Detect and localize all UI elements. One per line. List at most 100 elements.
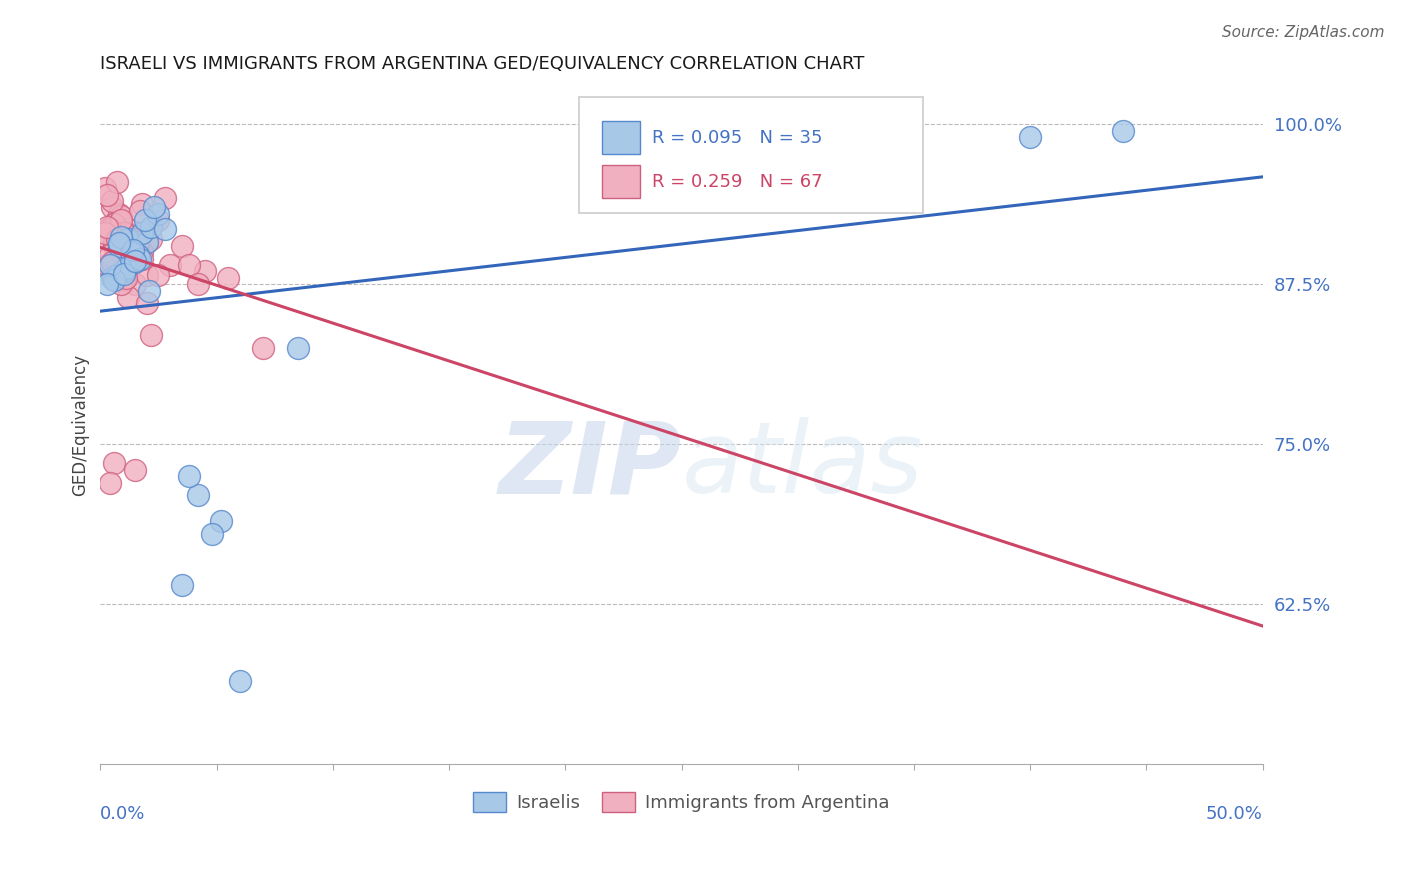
Point: [110, 277, 132, 292]
Point: [98, 222, 121, 236]
Point: [110, 213, 132, 227]
Point: [112, 273, 135, 287]
Legend: Israelis, Immigrants from Argentina: Israelis, Immigrants from Argentina: [465, 784, 897, 820]
Point: [201, 526, 224, 541]
Point: [141, 328, 163, 343]
Point: [94, 181, 117, 195]
Point: [120, 230, 142, 244]
Point: [142, 201, 165, 215]
Point: [131, 245, 153, 260]
Point: [141, 219, 163, 234]
Point: [112, 267, 135, 281]
Point: [131, 196, 153, 211]
Point: [105, 268, 128, 283]
Point: [128, 204, 150, 219]
Point: [127, 239, 149, 253]
Point: [110, 210, 132, 224]
Point: [105, 270, 128, 285]
Point: [103, 273, 125, 287]
Point: [98, 219, 121, 234]
Text: ZIP: ZIP: [499, 417, 682, 515]
Point: [148, 268, 170, 283]
Point: [108, 236, 131, 251]
Point: [124, 255, 146, 269]
Point: [177, 258, 200, 272]
Point: [101, 201, 124, 215]
Point: [135, 296, 157, 310]
Point: [134, 213, 156, 227]
Point: [115, 260, 138, 275]
Point: [94, 226, 117, 240]
Point: [120, 252, 142, 266]
Text: Source: ZipAtlas.com: Source: ZipAtlas.com: [1222, 25, 1385, 40]
Text: ISRAELI VS IMMIGRANTS FROM ARGENTINA GED/EQUIVALENCY CORRELATION CHART: ISRAELI VS IMMIGRANTS FROM ARGENTINA GED…: [100, 55, 865, 73]
Point: [117, 290, 139, 304]
Point: [108, 245, 131, 260]
Text: 0.0%: 0.0%: [100, 805, 146, 823]
Point: [110, 230, 132, 244]
Point: [287, 341, 309, 355]
Point: [103, 235, 125, 249]
Point: [135, 235, 157, 249]
Point: [127, 235, 149, 249]
Point: [96, 277, 118, 292]
Point: [148, 213, 170, 227]
Point: [101, 194, 124, 208]
Point: [138, 284, 160, 298]
Point: [124, 239, 146, 253]
Point: [96, 219, 118, 234]
Point: [252, 341, 274, 355]
Point: [108, 239, 131, 253]
Point: [115, 270, 138, 285]
Point: [96, 232, 118, 246]
Point: [115, 252, 138, 266]
Point: [108, 264, 131, 278]
Y-axis label: GED/Equivalency: GED/Equivalency: [72, 354, 89, 496]
Point: [108, 243, 131, 257]
Point: [101, 270, 124, 285]
Point: [170, 239, 193, 253]
Point: [1112, 123, 1135, 137]
Point: [117, 232, 139, 246]
Point: [108, 207, 131, 221]
Point: [128, 252, 150, 266]
Point: [112, 226, 135, 240]
Point: [105, 213, 128, 227]
Point: [127, 248, 149, 262]
Point: [131, 226, 153, 240]
Point: [112, 264, 135, 278]
Point: [105, 232, 128, 246]
Text: R = 0.095   N = 35: R = 0.095 N = 35: [652, 129, 823, 147]
FancyBboxPatch shape: [579, 97, 924, 213]
Point: [98, 258, 121, 272]
Point: [117, 222, 139, 236]
Point: [124, 243, 146, 257]
Text: 50.0%: 50.0%: [1206, 805, 1263, 823]
Point: [1019, 130, 1042, 145]
Point: [96, 187, 118, 202]
Point: [159, 258, 181, 272]
Point: [209, 514, 232, 528]
Text: R = 0.259   N = 67: R = 0.259 N = 67: [652, 173, 823, 191]
Point: [101, 255, 124, 269]
Point: [155, 222, 177, 236]
Bar: [603, 121, 640, 153]
Point: [194, 264, 217, 278]
Point: [96, 258, 118, 272]
Point: [120, 245, 142, 260]
Point: [131, 252, 153, 266]
Point: [112, 226, 135, 240]
Point: [103, 239, 125, 253]
Point: [124, 463, 146, 477]
Point: [124, 277, 146, 292]
Point: [170, 578, 193, 592]
Point: [148, 207, 170, 221]
Point: [155, 191, 177, 205]
Point: [124, 254, 146, 268]
Point: [141, 232, 163, 246]
Point: [122, 232, 145, 246]
Point: [103, 217, 125, 231]
Point: [101, 268, 124, 283]
Point: [103, 457, 125, 471]
Point: [135, 268, 157, 283]
